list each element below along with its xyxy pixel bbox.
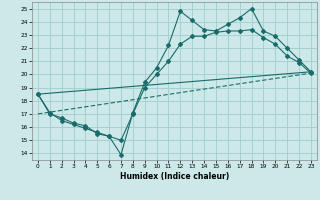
X-axis label: Humidex (Indice chaleur): Humidex (Indice chaleur) — [120, 172, 229, 181]
